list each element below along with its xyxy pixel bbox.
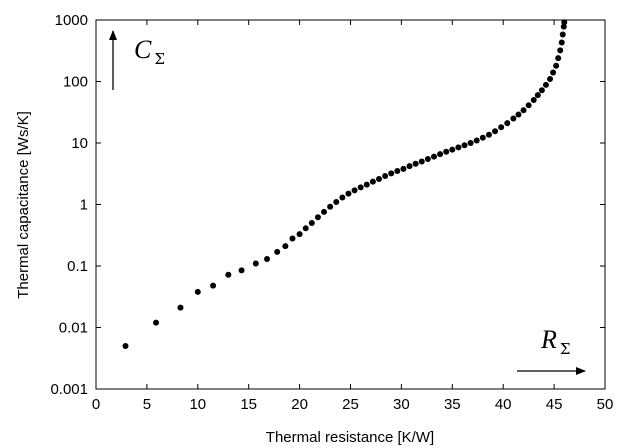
data-point — [339, 194, 346, 201]
x-axis-label: Thermal resistance [K/W] — [266, 429, 434, 446]
data-point — [357, 184, 364, 191]
y-tick-label: 0.01 — [59, 320, 88, 337]
data-point — [327, 203, 334, 210]
plot-frame — [95, 19, 606, 390]
data-point — [296, 231, 303, 238]
data-point — [351, 187, 358, 194]
data-point — [455, 144, 462, 151]
data-point — [550, 69, 557, 76]
data-point — [461, 142, 468, 149]
data-point — [555, 55, 562, 62]
y-tick-label: 1 — [80, 197, 88, 214]
data-point — [538, 87, 545, 94]
data-point — [406, 163, 413, 170]
x-tick-label: 20 — [291, 396, 308, 413]
x-tick-label: 10 — [189, 396, 206, 413]
data-point — [558, 39, 565, 46]
y-tick-label: 10 — [71, 135, 88, 152]
data-point — [122, 343, 129, 350]
data-point — [559, 31, 566, 38]
data-point — [520, 107, 527, 114]
data-point — [437, 151, 444, 158]
data-point — [418, 158, 425, 165]
data-point — [376, 175, 382, 182]
data-point — [252, 260, 259, 267]
data-point — [282, 243, 289, 250]
data-point — [321, 208, 328, 215]
x-tick-label: 30 — [393, 396, 410, 413]
data-point — [561, 19, 568, 26]
data-point — [177, 304, 184, 311]
data-point — [542, 81, 549, 88]
x-tick-label: 50 — [597, 396, 614, 413]
data-point — [424, 155, 431, 162]
data-point — [274, 248, 281, 255]
x-tick-label: 25 — [342, 396, 359, 413]
data-point — [225, 271, 232, 278]
data-point — [289, 235, 296, 242]
data-point — [498, 124, 505, 131]
y-tick-label: 100 — [63, 74, 88, 91]
data-point — [430, 153, 437, 160]
data-point — [534, 92, 541, 99]
data-point — [492, 128, 499, 135]
x-tick-label: 45 — [546, 396, 563, 413]
x-tick-label: 15 — [240, 396, 257, 413]
y-axis-label: Thermal capacitance [Ws/K] — [15, 111, 32, 299]
data-point — [553, 62, 560, 69]
data-point — [515, 111, 522, 118]
data-point — [302, 225, 309, 232]
x-tick-label: 0 — [92, 396, 100, 413]
x-tick-label: 5 — [143, 396, 151, 413]
data-point — [333, 198, 340, 205]
data-point — [308, 220, 315, 227]
data-point — [525, 102, 532, 109]
data-point — [363, 181, 370, 188]
data-point — [560, 23, 567, 30]
data-point — [382, 173, 389, 180]
x-axis-ticks: 0 5 10 15 20 25 30 35 40 45 50 — [92, 20, 614, 413]
x-tick-label: 35 — [444, 396, 461, 413]
data-point — [400, 165, 407, 172]
y-tick-label: 0.001 — [50, 381, 88, 398]
data-point — [345, 190, 352, 197]
data-point — [557, 47, 564, 54]
data-point — [314, 214, 321, 221]
data-point — [530, 97, 537, 104]
data-point — [510, 115, 517, 122]
data-point — [479, 134, 486, 141]
data-point — [467, 140, 474, 146]
data-points — [122, 19, 568, 350]
data-point — [369, 178, 376, 185]
data-point — [210, 282, 217, 289]
data-point — [388, 170, 395, 177]
data-point — [153, 319, 160, 326]
data-point — [473, 137, 480, 144]
data-point — [194, 288, 201, 295]
y-tick-label: 1000 — [55, 12, 88, 29]
x-tick-label: 40 — [495, 396, 512, 413]
data-point — [412, 160, 419, 167]
y-tick-label: 0.1 — [67, 258, 88, 275]
data-point — [449, 146, 456, 153]
data-point — [504, 120, 511, 127]
data-point — [485, 131, 492, 138]
data-point — [443, 148, 450, 155]
data-point — [264, 255, 271, 262]
data-point — [238, 267, 245, 274]
y-axis-ticks: 0.001 0.01 0.1 1 10 100 1000 — [50, 12, 605, 398]
data-point — [394, 168, 401, 175]
data-point — [547, 75, 554, 82]
